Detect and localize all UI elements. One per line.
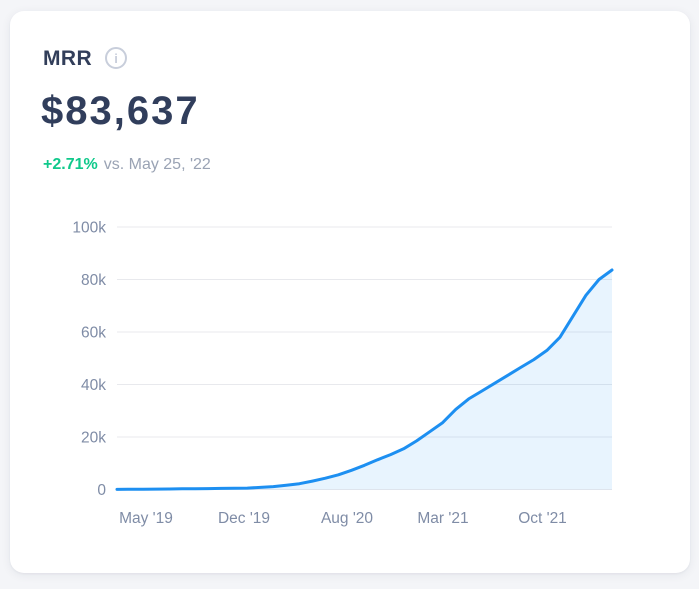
mrr-chart[interactable]: 0 20k 40k 60k 80k 100k May '19 Dec '19 Aug '20 Ma… [10, 211, 690, 541]
info-circle-icon[interactable]: i [105, 47, 128, 69]
x-tick-label: Mar '21 [417, 510, 468, 527]
mrr-chart-svg[interactable]: 0 20k 40k 60k 80k 100k May '19 Dec '19 Aug '20 Ma… [10, 211, 690, 541]
x-tick-label: Dec '19 [218, 510, 270, 527]
mrr-card: MRR i $83,637 +2.71% vs. May 25, '22 0 20… [10, 11, 690, 573]
y-tick-label: 20k [81, 430, 106, 447]
x-tick-label: Aug '20 [321, 510, 373, 527]
y-tick-label: 80k [81, 272, 106, 289]
y-tick-label: 40k [81, 377, 106, 394]
y-tick-label: 100k [72, 220, 106, 237]
delta-comparison: vs. May 25, '22 [103, 156, 211, 173]
x-tick-label: Oct '21 [518, 510, 567, 527]
y-tick-label: 0 [97, 482, 106, 499]
x-tick-label: May '19 [119, 510, 173, 527]
area-fill [117, 270, 612, 490]
info-glyph: i [114, 50, 118, 66]
card-header: MRR i [43, 46, 128, 70]
delta-row: +2.71% vs. May 25, '22 [43, 154, 211, 176]
delta-percent: +2.71% [43, 156, 98, 173]
y-tick-label: 60k [81, 325, 106, 342]
mrr-value: $83,637 [41, 89, 200, 133]
card-title: MRR [43, 46, 93, 70]
mrr-line [115, 268, 614, 491]
